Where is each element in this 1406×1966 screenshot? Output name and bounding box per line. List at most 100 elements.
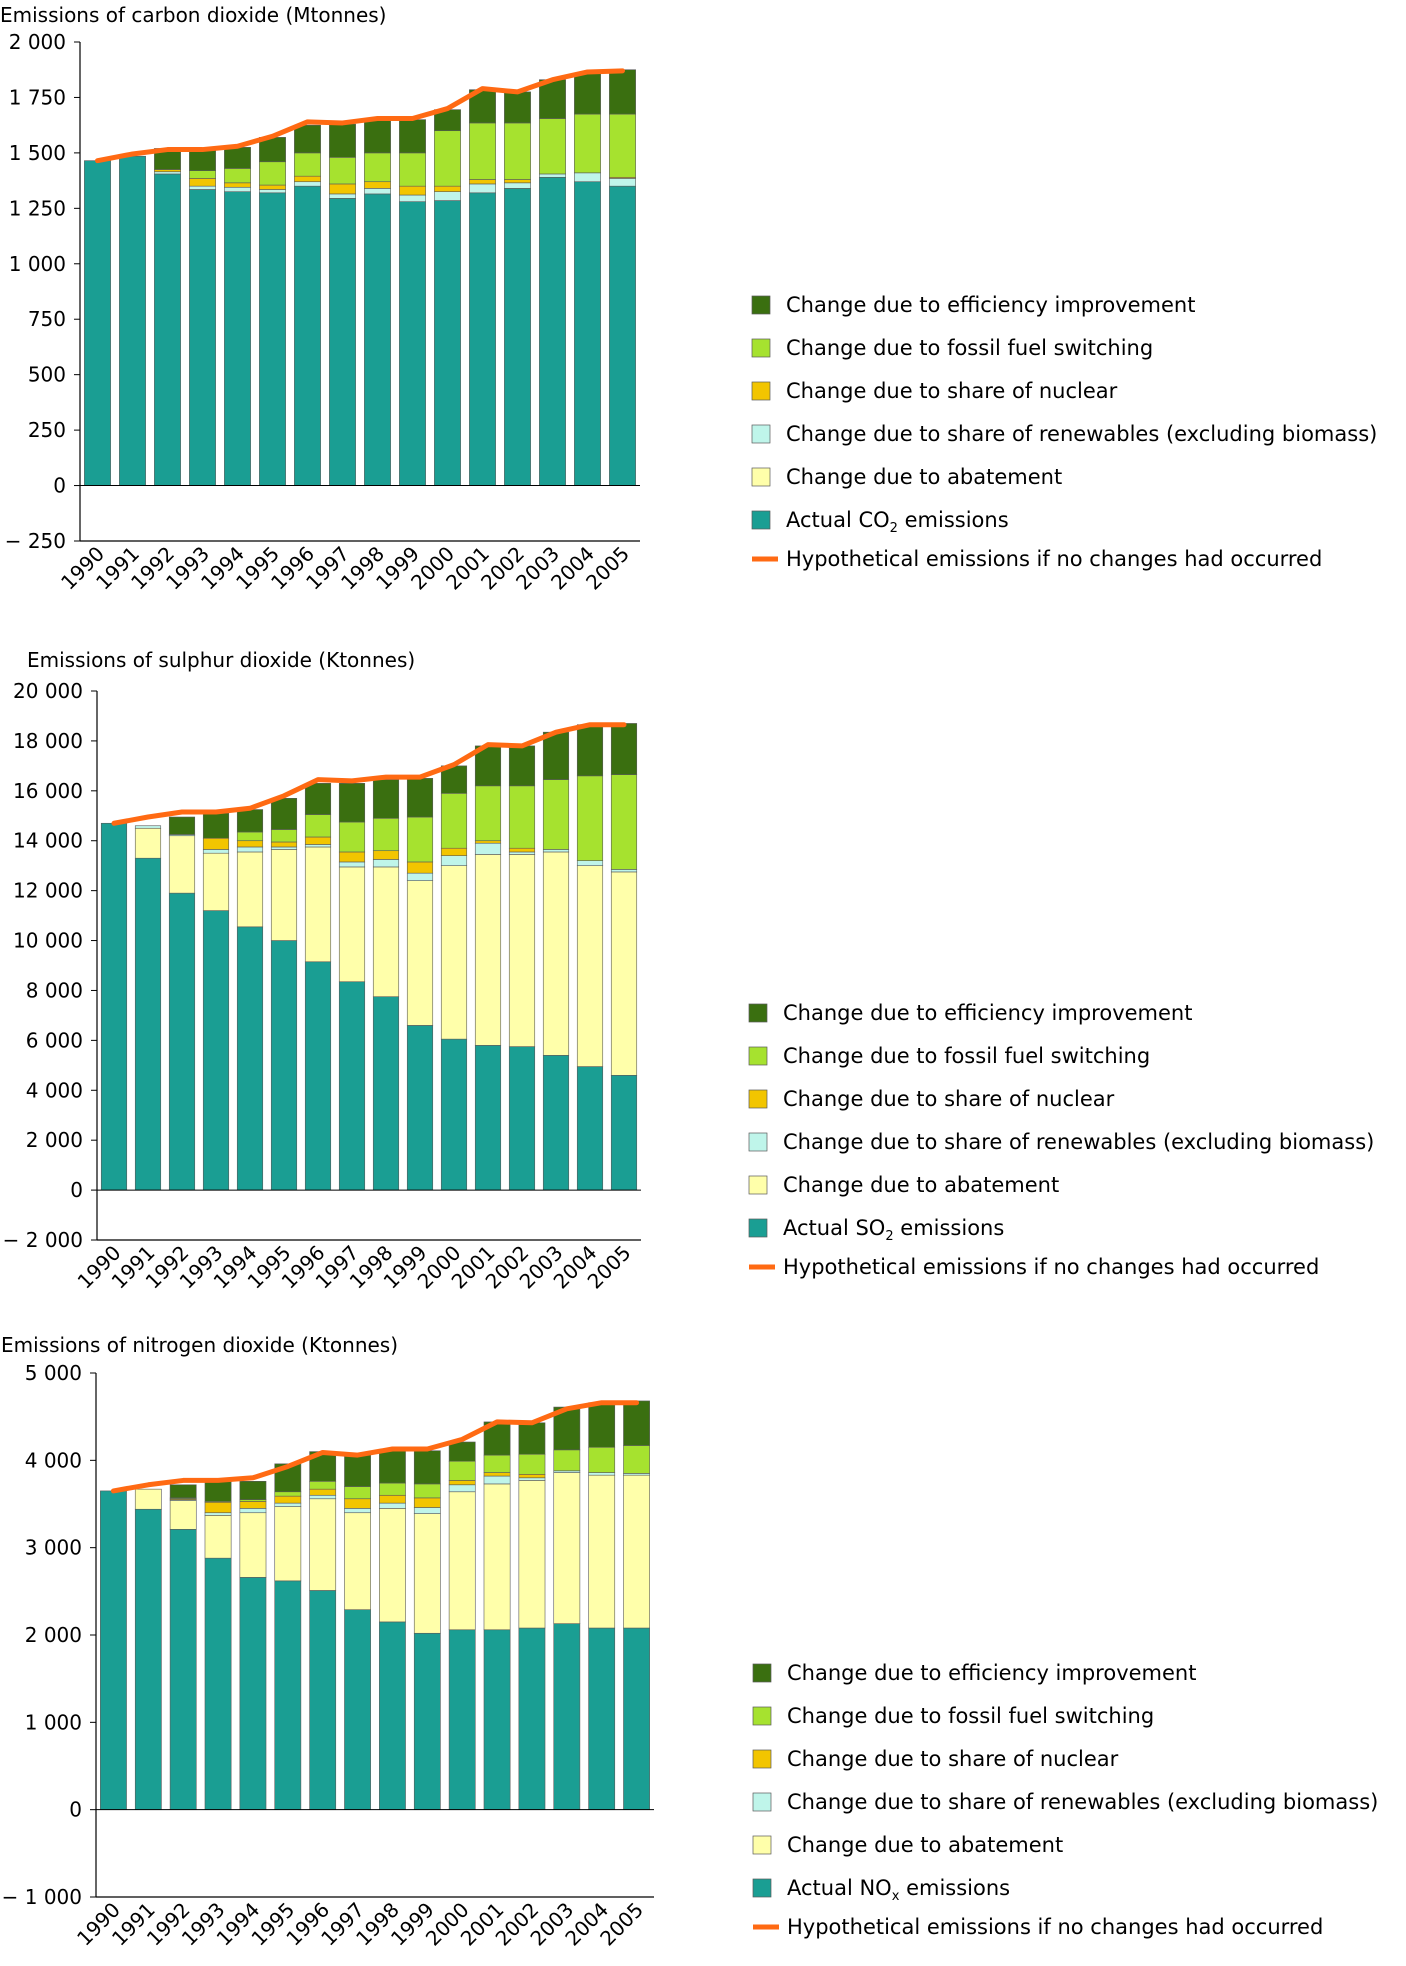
legend-label-nuclear: Change due to share of nuclear [786, 379, 1118, 403]
bar-efficiency [239, 1480, 267, 1500]
bar-nuclear [483, 1472, 511, 1477]
bar-abatement [372, 866, 400, 997]
bar-actual [399, 201, 426, 486]
bar-renewables [239, 1508, 267, 1514]
bar-renewables [474, 842, 502, 855]
legend-swatch-efficiency [751, 295, 771, 315]
bar-efficiency [574, 72, 601, 115]
bar-actual [309, 1590, 337, 1810]
bar-fossil [542, 779, 570, 850]
legend-swatch-actual [752, 1878, 772, 1898]
legend-label-fossil: Change due to fossil fuel switching [783, 1044, 1150, 1068]
legend-label-abatement: Change due to abatement [783, 1173, 1059, 1197]
legend-label-actual: Actual SO2 emissions [783, 1216, 1004, 1244]
bar-fossil [574, 113, 601, 174]
bar-efficiency [406, 778, 434, 818]
bar-fossil [399, 152, 426, 187]
bar-renewables [440, 855, 468, 866]
bar-renewables [542, 849, 570, 853]
bar-renewables [344, 1508, 371, 1514]
bar-abatement [168, 835, 196, 894]
y-tick-label: 10 000 [13, 929, 83, 953]
bar-nuclear [270, 841, 298, 848]
bar-renewables [508, 851, 536, 855]
bar-fossil [448, 1460, 476, 1481]
bar-nuclear [259, 184, 286, 190]
bar-fossil [474, 785, 502, 842]
bar-nuclear [344, 1498, 371, 1509]
bar-abatement [274, 1506, 302, 1582]
legend-label-fossil: Change due to fossil fuel switching [786, 336, 1153, 360]
bar-renewables [610, 869, 638, 873]
bar-fossil [304, 814, 332, 838]
bar-renewables [274, 1502, 302, 1507]
y-tick-label: 12 000 [13, 879, 83, 903]
y-tick-label: − 250 [5, 529, 66, 553]
bar-actual [406, 1025, 434, 1191]
legend-swatch-actual [751, 510, 771, 530]
legend-swatch-renewables [748, 1132, 768, 1152]
bar-fossil [539, 118, 566, 175]
bar-efficiency [309, 1451, 337, 1482]
bar-nuclear [434, 185, 461, 192]
bar-fossil [609, 113, 636, 178]
bar-fossil [413, 1483, 441, 1499]
y-tick-label: 3 000 [25, 1536, 82, 1560]
legend-swatch-nuclear [748, 1089, 768, 1109]
y-tick-label: 0 [69, 1798, 82, 1822]
y-tick-label: 5 000 [25, 1361, 82, 1385]
bar-actual [440, 1038, 468, 1191]
bar-nuclear [448, 1480, 476, 1486]
bar-actual [372, 996, 400, 1191]
bar-fossil [329, 157, 356, 185]
bar-renewables [483, 1475, 511, 1485]
bar-abatement [304, 846, 332, 963]
bar-nuclear [304, 836, 332, 845]
bar-fossil [294, 152, 321, 177]
bar-fossil [440, 793, 468, 849]
bar-actual [338, 981, 366, 1191]
bar-actual [364, 193, 391, 486]
bar-renewables [448, 1484, 476, 1493]
bar-nuclear [274, 1495, 302, 1504]
bar-abatement [134, 827, 162, 859]
chart-panel-2: Emissions of nitrogen dioxide (Ktonnes) −… [1, 1333, 1378, 1951]
bar-renewables [576, 860, 604, 866]
y-tick-label: 0 [70, 1178, 83, 1202]
bar-actual [542, 1055, 570, 1191]
bar-actual [344, 1609, 371, 1810]
bar-fossil [406, 816, 434, 863]
bar-actual [189, 189, 216, 486]
bar-renewables [204, 1512, 232, 1516]
y-tick-label: 1 000 [9, 252, 66, 276]
bar-nuclear [474, 840, 502, 844]
bar-fossil [483, 1454, 511, 1473]
y-tick-label: 1 250 [9, 196, 66, 220]
legend-label-actual: Actual CO2 emissions [786, 508, 1009, 536]
legend-swatch-abatement [752, 1835, 772, 1855]
bar-abatement [270, 849, 298, 941]
bar-nuclear [440, 847, 468, 856]
y-tick-label: 500 [28, 363, 66, 387]
bar-fossil [576, 775, 604, 861]
bar-actual [623, 1627, 650, 1810]
bar-efficiency [202, 812, 230, 839]
legend-label-hypothetical: Hypothetical emissions if no changes had… [787, 1915, 1323, 1939]
bar-fossil [623, 1445, 650, 1474]
chart-title: Emissions of sulphur dioxide (Ktonnes) [27, 648, 415, 672]
bar-fossil [588, 1446, 616, 1473]
bar-efficiency [448, 1441, 476, 1462]
bar-actual [329, 198, 356, 486]
bar-renewables [329, 193, 356, 199]
bar-renewables [364, 188, 391, 195]
bar-actual [270, 940, 298, 1191]
legend-actual-sub: x [892, 1889, 900, 1904]
bar-efficiency [518, 1422, 546, 1455]
bar-abatement [413, 1513, 441, 1634]
bar-fossil [518, 1453, 546, 1475]
hypothetical-line [111, 722, 627, 826]
bar-efficiency [270, 798, 298, 830]
bar-actual [274, 1580, 302, 1810]
y-tick-label: 4 000 [25, 1448, 82, 1472]
